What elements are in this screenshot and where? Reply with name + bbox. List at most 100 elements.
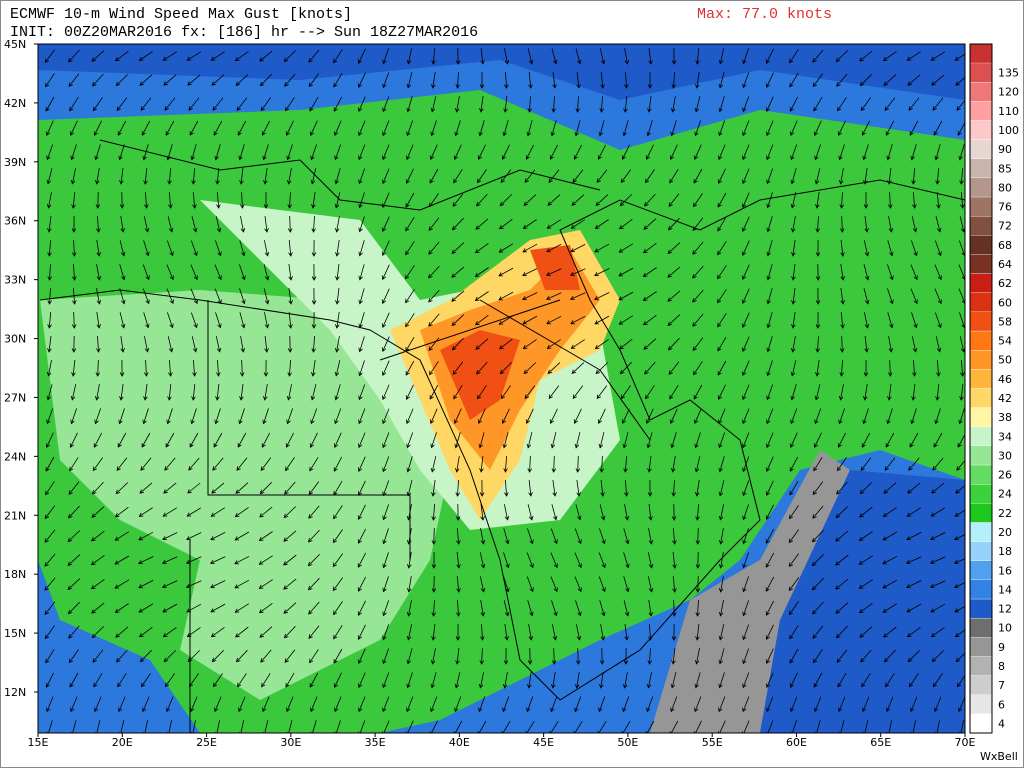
colorbar-label: 68 — [998, 239, 1012, 252]
colorbar-label: 18 — [998, 545, 1012, 558]
colorbar-label: 64 — [998, 258, 1012, 271]
colorbar-swatch — [969, 369, 993, 389]
colorbar-label: 80 — [998, 181, 1012, 194]
lat-label: 36N — [4, 215, 26, 228]
lon-label: 40E — [449, 736, 470, 749]
colorbar-label: 120 — [998, 86, 1019, 99]
colorbar-swatch — [969, 215, 993, 236]
colorbar-label: 62 — [998, 277, 1012, 290]
colorbar-label: 46 — [998, 373, 1012, 386]
colorbar-swatch — [969, 349, 993, 370]
colorbar-swatch — [969, 541, 993, 561]
red-zone — [440, 245, 580, 420]
colorbar-swatch — [969, 560, 993, 581]
lat-label: 39N — [4, 156, 26, 169]
colorbar-swatch — [969, 617, 993, 638]
lon-label: 45E — [533, 736, 554, 749]
colorbar-label: 26 — [998, 469, 1012, 482]
colorbar-label: 14 — [998, 583, 1012, 596]
colorbar-label: 90 — [998, 143, 1012, 156]
colorbar-swatch — [969, 254, 993, 274]
lon-label: 30E — [280, 736, 301, 749]
colorbar-label: 20 — [998, 526, 1012, 539]
colorbar-swatch — [969, 177, 993, 198]
colorbar-frame — [969, 43, 993, 734]
lon-label: 60E — [786, 736, 807, 749]
lat-label: 12N — [4, 686, 26, 699]
init-line: INIT: 00Z20MAR2016 fx: [186] hr --> Sun … — [10, 24, 478, 41]
lat-label: 45N — [4, 38, 26, 51]
colorbar-label: 12 — [998, 603, 1012, 616]
north-blue-zone — [38, 44, 965, 100]
colorbar-swatch — [969, 235, 993, 255]
map-frame — [37, 43, 966, 734]
lat-label: 24N — [4, 450, 26, 463]
credit: WxBell — [980, 750, 1018, 763]
colorbar-label: 9 — [998, 641, 1005, 654]
colorbar-swatch — [969, 81, 993, 102]
colorbar-swatch — [969, 598, 993, 619]
colorbar-swatch — [969, 62, 993, 83]
colorbar-swatch — [969, 656, 993, 676]
colorbar: 4678910121416182022242630343842465054586… — [969, 43, 1019, 734]
lon-label: 20E — [112, 736, 133, 749]
colorbar-top-swatch — [970, 44, 992, 63]
lat-label: 42N — [4, 97, 26, 110]
colorbar-swatch — [969, 694, 993, 715]
colorbar-swatch — [969, 503, 993, 523]
max-value: Max: 77.0 knots — [697, 6, 832, 23]
colorbar-label: 4 — [998, 717, 1005, 730]
colorbar-swatch — [969, 522, 993, 542]
colorbar-swatch — [969, 196, 993, 217]
lon-label: 50E — [617, 736, 638, 749]
colorbar-label: 38 — [998, 411, 1012, 424]
colorbar-swatch — [969, 120, 993, 140]
colorbar-swatch — [969, 158, 993, 179]
colorbar-label: 22 — [998, 507, 1012, 520]
colorbar-label: 60 — [998, 296, 1012, 309]
colorbar-label: 24 — [998, 488, 1012, 501]
lon-label: 25E — [196, 736, 217, 749]
colorbar-swatch — [969, 330, 993, 351]
lon-label: 65E — [870, 736, 891, 749]
lat-label: 30N — [4, 333, 26, 346]
colorbar-label: 7 — [998, 679, 1005, 692]
colorbar-swatch — [969, 388, 993, 408]
colorbar-label: 16 — [998, 564, 1012, 577]
colorbar-swatch — [969, 464, 993, 485]
gray-zone — [650, 450, 850, 733]
lat-label: 21N — [4, 509, 26, 522]
colorbar-label: 6 — [998, 698, 1005, 711]
colorbar-label: 85 — [998, 162, 1012, 175]
colorbar-swatch — [969, 675, 993, 695]
colorbar-label: 54 — [998, 335, 1012, 348]
lat-label: 27N — [4, 391, 26, 404]
colorbar-swatch — [969, 101, 993, 121]
lon-label: 55E — [702, 736, 723, 749]
lat-label: 33N — [4, 274, 26, 287]
lon-label: 70E — [955, 736, 976, 749]
colorbar-label: 72 — [998, 220, 1012, 233]
colorbar-label: 42 — [998, 392, 1012, 405]
colorbar-swatch — [969, 426, 993, 447]
colorbar-swatch — [969, 579, 993, 600]
colorbar-label: 10 — [998, 622, 1012, 635]
colorbar-label: 110 — [998, 105, 1019, 118]
colorbar-label: 50 — [998, 354, 1012, 367]
colorbar-swatch — [969, 445, 993, 466]
map-field — [38, 44, 965, 733]
colorbar-label: 30 — [998, 449, 1012, 462]
colorbar-label: 76 — [998, 201, 1012, 214]
colorbar-label: 100 — [998, 124, 1019, 137]
lon-label: 15E — [28, 736, 49, 749]
colorbar-swatch — [969, 637, 993, 657]
colorbar-label: 8 — [998, 660, 1005, 673]
colorbar-swatch — [969, 139, 993, 159]
colorbar-swatch — [969, 273, 993, 293]
colorbar-swatch — [969, 292, 993, 313]
title: ECMWF 10-m Wind Speed Max Gust [knots] — [10, 6, 352, 23]
colorbar-swatch — [969, 483, 993, 504]
colorbar-label: 135 — [998, 67, 1019, 80]
colorbar-label: 58 — [998, 315, 1012, 328]
